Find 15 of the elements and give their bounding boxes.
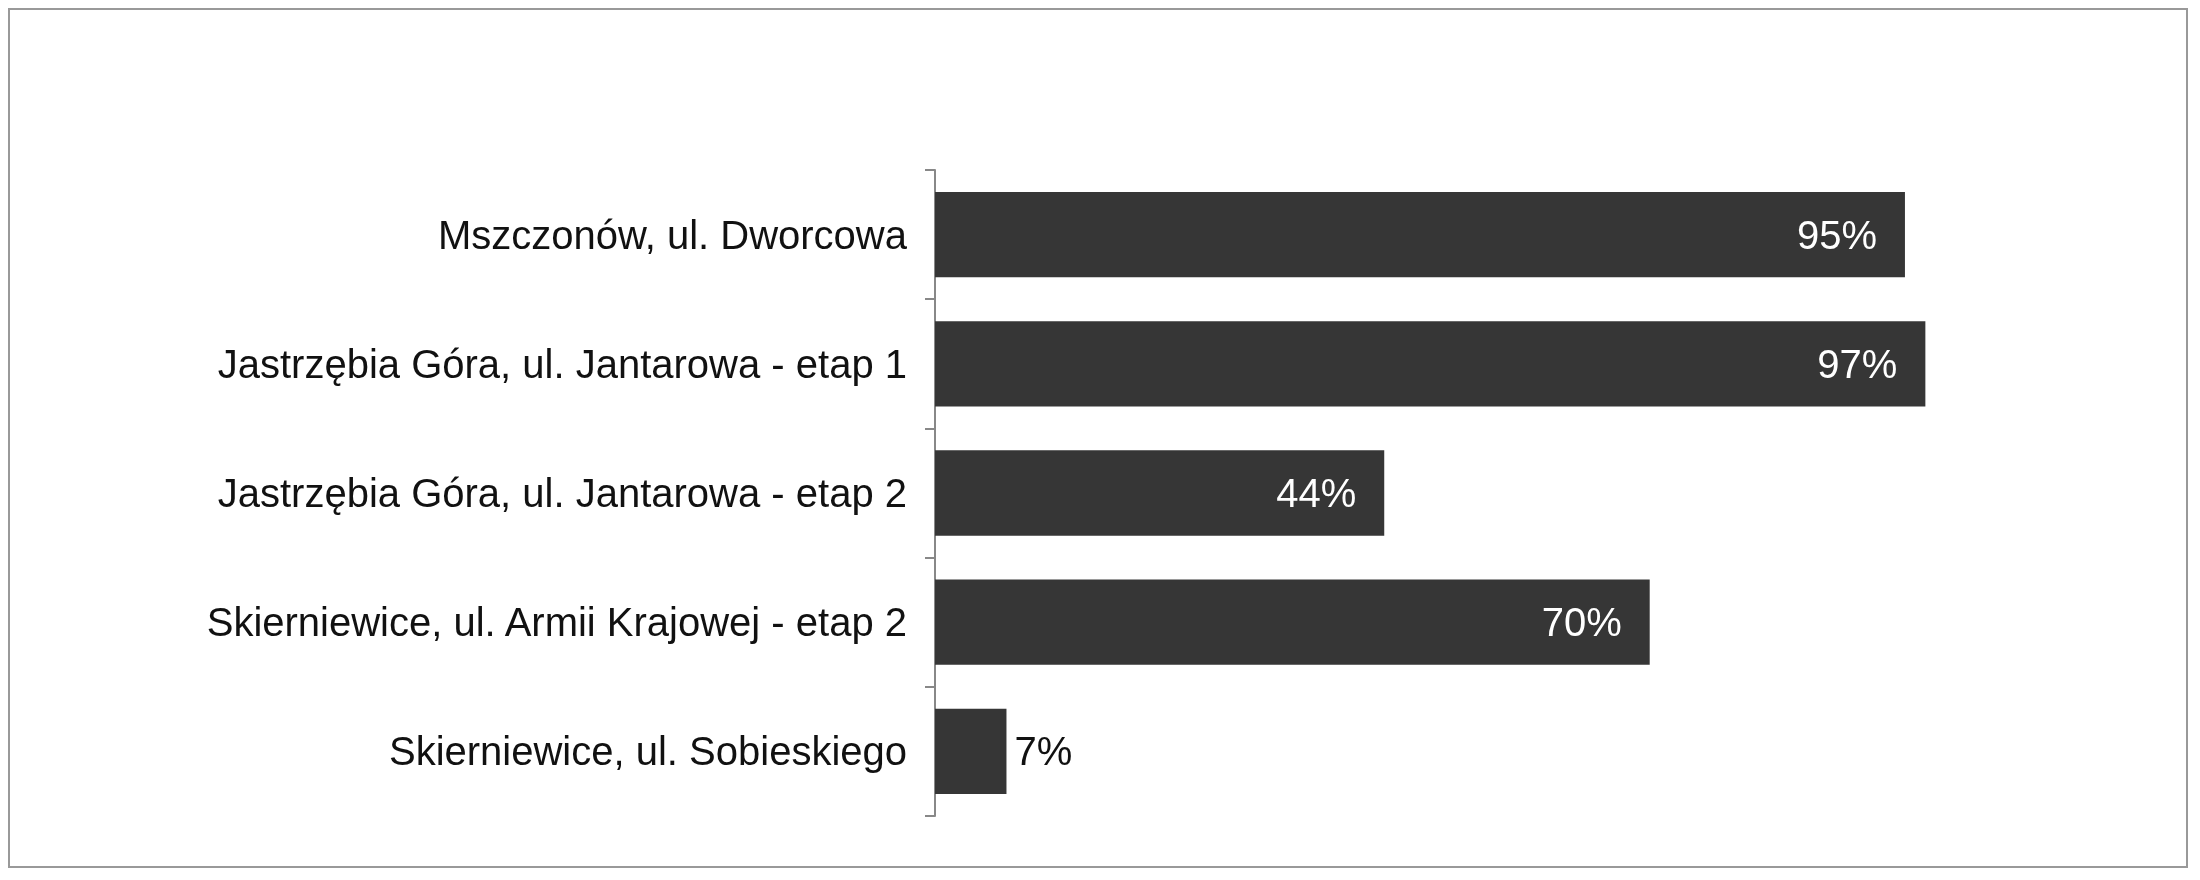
data-label: 7% — [1014, 729, 1073, 774]
data-label: 44% — [1276, 471, 1357, 515]
y-tick-label: Skierniewice, ul. Armii Krajowej - etap 2 — [206, 600, 907, 645]
bar — [935, 450, 1385, 536]
bar — [935, 708, 1007, 795]
bar — [935, 579, 1650, 665]
y-tick-label: Mszczonów, ul. Dworcowa — [437, 212, 908, 257]
data-label: 95% — [1796, 212, 1877, 257]
y-tick-label: Skierniewice, ul. Sobieskiego — [388, 729, 907, 774]
bar — [935, 321, 1926, 407]
data-label: 70% — [1541, 600, 1622, 645]
y-tick-label: Jastrzębia Góra, ul. Jantarowa - etap 1 — [217, 341, 907, 386]
data-label: 97% — [1817, 341, 1898, 386]
y-tick-label: Jastrzębia Góra, ul. Jantarowa - etap 2 — [217, 471, 907, 515]
bar — [935, 191, 1905, 278]
